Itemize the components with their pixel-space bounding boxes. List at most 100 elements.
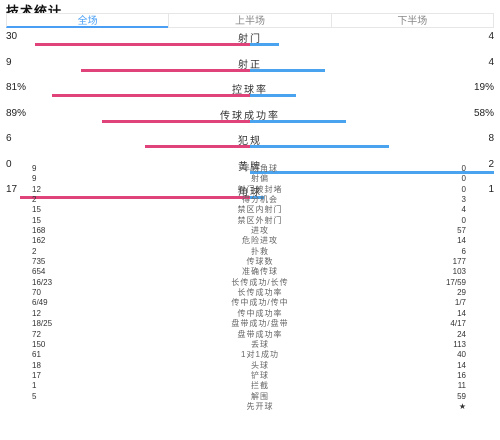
away-bar bbox=[250, 68, 326, 72]
away-value: ★ bbox=[458, 401, 466, 411]
away-value: 57 bbox=[457, 226, 466, 236]
stat-label: 射正 bbox=[238, 59, 262, 71]
stat-label: 1对1成功 bbox=[241, 350, 279, 360]
away-bar bbox=[250, 94, 297, 97]
list-item: 15 禁区外射门 0 bbox=[0, 216, 500, 226]
list-item: 12 传中成功率 14 bbox=[0, 309, 500, 319]
away-value: 113 bbox=[453, 339, 466, 349]
stat-row-yellow-cards: 0 黄牌 2 bbox=[0, 157, 500, 183]
home-value: 0 bbox=[6, 158, 12, 170]
away-value: 4 bbox=[488, 31, 494, 42]
home-value: 17 bbox=[32, 370, 41, 380]
home-value: 150 bbox=[32, 339, 46, 349]
away-value: 1/7 bbox=[454, 298, 466, 308]
stat-label: 长传成功率 bbox=[237, 288, 283, 298]
away-bar bbox=[250, 43, 279, 46]
stat-label: 头球 bbox=[251, 360, 269, 370]
away-value: 4/17 bbox=[450, 319, 466, 329]
away-value: 6 bbox=[461, 246, 466, 256]
stat-label: 得分机会 bbox=[242, 195, 278, 205]
list-item: 1 拦截 11 bbox=[0, 381, 500, 391]
away-bar bbox=[250, 170, 494, 174]
stat-label: 拦截 bbox=[251, 381, 269, 391]
away-value: 4 bbox=[488, 56, 494, 68]
away-value: 19% bbox=[473, 82, 494, 93]
list-item: 168 进攻 57 bbox=[0, 226, 500, 236]
stat-label: 传中成功/传中 bbox=[231, 298, 289, 308]
away-value: 14 bbox=[457, 308, 466, 318]
stat-label: 盘带成功/盘带 bbox=[231, 319, 289, 329]
home-bar bbox=[52, 94, 250, 97]
away-value: 17/59 bbox=[445, 277, 466, 287]
home-value: 6 bbox=[6, 133, 12, 144]
list-item: 654 准确传球 103 bbox=[0, 267, 500, 277]
away-value: 14 bbox=[457, 360, 466, 370]
away-bar bbox=[250, 196, 264, 199]
stat-label: 准确传球 bbox=[242, 267, 278, 277]
home-value: 5 bbox=[32, 391, 37, 401]
list-item: 2 得分机会 3 bbox=[0, 195, 500, 205]
home-bar bbox=[102, 119, 250, 123]
stat-label: 危险进攻 bbox=[242, 236, 278, 246]
away-value: 59 bbox=[457, 391, 466, 401]
away-value: 4 bbox=[461, 205, 466, 215]
away-value: 0 bbox=[461, 174, 466, 184]
away-value: 0 bbox=[461, 164, 466, 173]
away-bar bbox=[250, 119, 347, 123]
stat-row-shots-on-target: 9 射正 4 bbox=[0, 55, 500, 81]
tab-full-match[interactable]: 全场 bbox=[6, 13, 169, 28]
home-value: 1 bbox=[32, 381, 37, 391]
home-value: 81% bbox=[6, 82, 27, 93]
list-item: 70 长传成功率 29 bbox=[0, 288, 500, 298]
home-value: 18 bbox=[32, 360, 41, 370]
home-value: 17 bbox=[6, 184, 18, 195]
stat-label: 先开球 bbox=[246, 401, 274, 411]
away-value: 16 bbox=[457, 370, 466, 380]
stat-row-pass-accuracy: 89% 传球成功率 58% bbox=[0, 106, 500, 132]
stat-label: 传球成功率 bbox=[220, 110, 280, 122]
list-item: 2 扑救 6 bbox=[0, 247, 500, 257]
home-value: 18/25 bbox=[32, 319, 53, 329]
away-value: 177 bbox=[452, 257, 466, 267]
home-value: 61 bbox=[32, 350, 41, 360]
stat-row-shots: 30 射门 4 bbox=[0, 29, 500, 55]
home-value: 30 bbox=[6, 31, 18, 42]
stat-label: 扑救 bbox=[251, 246, 269, 256]
home-value: 6/49 bbox=[32, 298, 48, 308]
stat-label: 长传成功/长传 bbox=[231, 277, 289, 287]
stat-label: 射门被封堵 bbox=[237, 184, 283, 194]
tab-second-half[interactable]: 下半场 bbox=[330, 13, 494, 28]
bar-stats: 30 射门 4 9 射正 4 81% 控球率 19% 89% 传球成功率 58%… bbox=[0, 29, 500, 208]
stat-label: 禁区外射门 bbox=[237, 215, 283, 225]
stat-label: 黄牌 bbox=[238, 161, 262, 173]
list-item: 150 丢球 113 bbox=[0, 340, 500, 350]
home-value: 9 bbox=[6, 56, 12, 68]
away-value: 0 bbox=[461, 215, 466, 225]
home-bar bbox=[34, 43, 250, 46]
list-item: 9 半场角球 0 bbox=[0, 164, 500, 174]
stat-label: 传球数 bbox=[246, 257, 274, 267]
away-value: 1 bbox=[488, 184, 494, 195]
away-value: 11 bbox=[457, 381, 466, 391]
stat-label: 半场角球 bbox=[242, 164, 278, 173]
stat-row-corners: 17 角球 1 bbox=[0, 182, 500, 208]
home-value: 15 bbox=[32, 215, 41, 225]
tab-first-half[interactable]: 上半场 bbox=[168, 13, 331, 28]
stat-label: 角球 bbox=[238, 187, 262, 198]
home-value: 12 bbox=[32, 308, 41, 318]
list-item: 17 铲球 16 bbox=[0, 371, 500, 381]
list-item: 162 危险进攻 14 bbox=[0, 236, 500, 246]
stat-label: 丢球 bbox=[251, 339, 269, 349]
home-value: 654 bbox=[32, 267, 46, 277]
home-bar bbox=[19, 196, 250, 199]
home-value: 2 bbox=[32, 195, 37, 205]
home-value: 89% bbox=[6, 107, 27, 119]
away-value: 3 bbox=[461, 195, 466, 205]
home-value: 9 bbox=[32, 164, 37, 173]
list-item: 72 盘带成功率 24 bbox=[0, 330, 500, 340]
stat-label: 解围 bbox=[251, 391, 269, 401]
list-item: 18 头球 14 bbox=[0, 361, 500, 371]
away-value: 29 bbox=[457, 288, 466, 298]
away-value: 0 bbox=[461, 184, 466, 194]
away-value: 40 bbox=[457, 350, 466, 360]
